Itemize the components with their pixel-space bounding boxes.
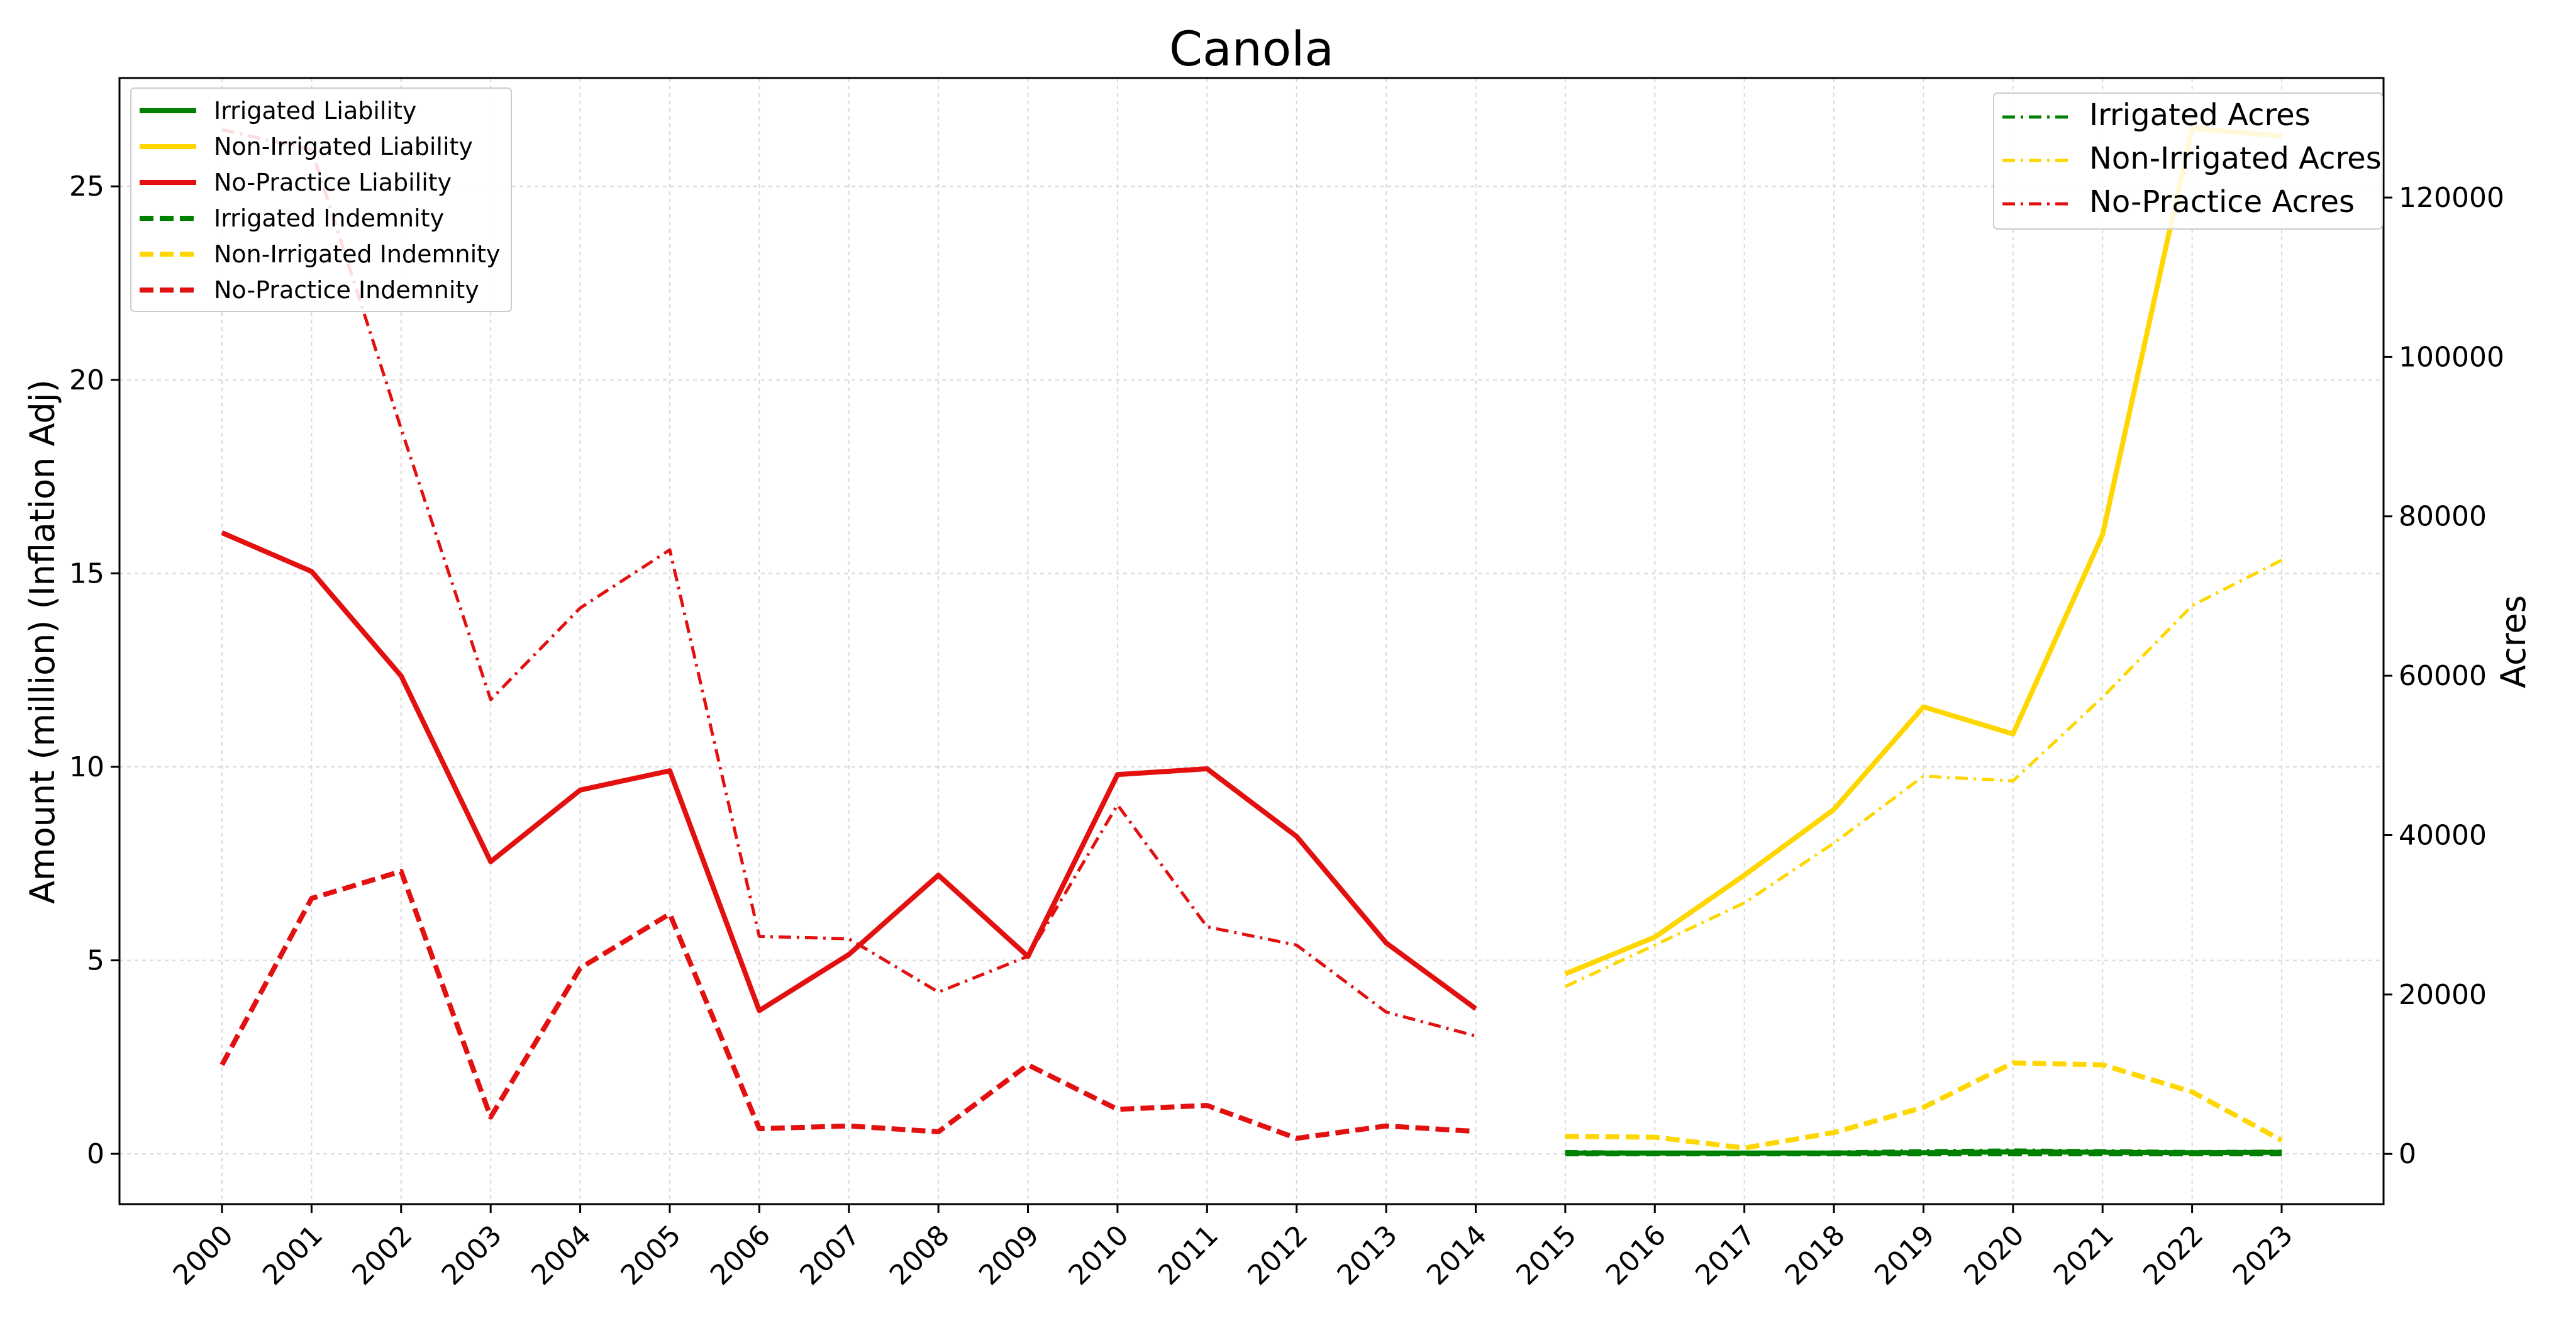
legend-label: No-Practice Indemnity (214, 276, 479, 304)
x-tick-label: 2018 (1779, 1219, 1852, 1292)
x-tick-label: 2021 (2048, 1219, 2120, 1292)
series-line-non-irrigated-acres (1564, 559, 2283, 988)
y2-tick-label: 60000 (2399, 660, 2487, 692)
x-tick-label: 2013 (1331, 1219, 1404, 1292)
legend-label: Irrigated Indemnity (214, 204, 444, 232)
x-tick-label: 2007 (794, 1219, 866, 1292)
legend-label: Non-Irrigated Indemnity (214, 240, 501, 268)
legend-label: Irrigated Acres (2089, 98, 2311, 133)
legend-label: Non-Irrigated Liability (214, 133, 473, 160)
x-tick-label: 2014 (1421, 1219, 1493, 1292)
series-line-no-practice-liability (221, 530, 1477, 1014)
series-line-no-practice-acres (221, 128, 1477, 1038)
y-axis-label: Amount (million) (Inflation Adj) (23, 379, 62, 904)
y-tick-label: 15 (69, 557, 104, 589)
x-tick-label: 2016 (1600, 1219, 1672, 1292)
x-tick-label: 2004 (525, 1219, 597, 1292)
x-tick-label: 2000 (167, 1219, 240, 1292)
legend-label: Non-Irrigated Acres (2089, 141, 2382, 176)
y2-tick-label: 120000 (2399, 182, 2504, 214)
x-tick-label: 2009 (973, 1219, 1045, 1292)
legend-left: Irrigated Liability Non-Irrigated Liabili… (130, 87, 512, 312)
y2-tick-label: 20000 (2399, 979, 2487, 1011)
x-tick-label: 2020 (1958, 1219, 2030, 1292)
legend-box (130, 87, 512, 312)
legend-label: Irrigated Liability (214, 97, 416, 125)
legend-label: No-Practice Liability (214, 169, 452, 196)
series-line-non-irrigated-liability (1564, 126, 2282, 976)
legend-right: Irrigated Acres Non-Irrigated Acres No-Pra… (1993, 92, 2383, 230)
series-lines (219, 126, 2283, 1156)
y2-tick-label: 40000 (2399, 819, 2487, 851)
x-tick-label: 2012 (1241, 1219, 1314, 1292)
y-tick-label: 20 (69, 364, 104, 396)
legend-box (1993, 92, 2383, 230)
legend-label: No-Practice Acres (2089, 184, 2355, 220)
series-line-non-irrigated-indemnity (1565, 1060, 2283, 1151)
y-tick-label: 0 (87, 1138, 104, 1170)
y2-tick-label: 80000 (2399, 501, 2487, 533)
y-tick-label: 10 (69, 751, 104, 783)
x-tick-label: 2015 (1510, 1219, 1582, 1292)
x-tick-label: 2022 (2137, 1219, 2209, 1292)
x-tick-label: 2002 (346, 1219, 418, 1292)
series-line-no-practice-indemnity (219, 869, 1476, 1141)
x-axis: 2000 2001 2002 2003 2004 2005 2006 2007 2008 2009… (167, 1204, 2299, 1292)
y-tick-label: 5 (87, 944, 104, 976)
x-tick-label: 2003 (436, 1219, 508, 1292)
x-tick-label: 2011 (1152, 1219, 1224, 1292)
y-axis-right: 0 20000 40000 60000 80000 100000 120000 (2384, 182, 2504, 1170)
y-tick-label: 25 (69, 170, 104, 203)
x-tick-label: 2008 (884, 1219, 956, 1292)
x-tick-label: 2001 (257, 1219, 329, 1292)
x-tick-label: 2006 (704, 1219, 777, 1292)
x-tick-label: 2019 (1868, 1219, 1941, 1292)
x-tick-label: 2023 (2227, 1219, 2299, 1292)
x-tick-label: 2017 (1689, 1219, 1762, 1292)
y-axis-left: 0 5 10 15 20 25 (69, 170, 119, 1170)
x-tick-label: 2005 (614, 1219, 687, 1292)
y2-axis-label: Acres (2494, 595, 2533, 688)
y2-tick-label: 0 (2399, 1138, 2416, 1170)
chart-title: Canola (1169, 21, 1334, 77)
x-tick-label: 2010 (1062, 1219, 1135, 1292)
plot-frame (118, 77, 2385, 1205)
y2-tick-label: 100000 (2399, 341, 2504, 373)
